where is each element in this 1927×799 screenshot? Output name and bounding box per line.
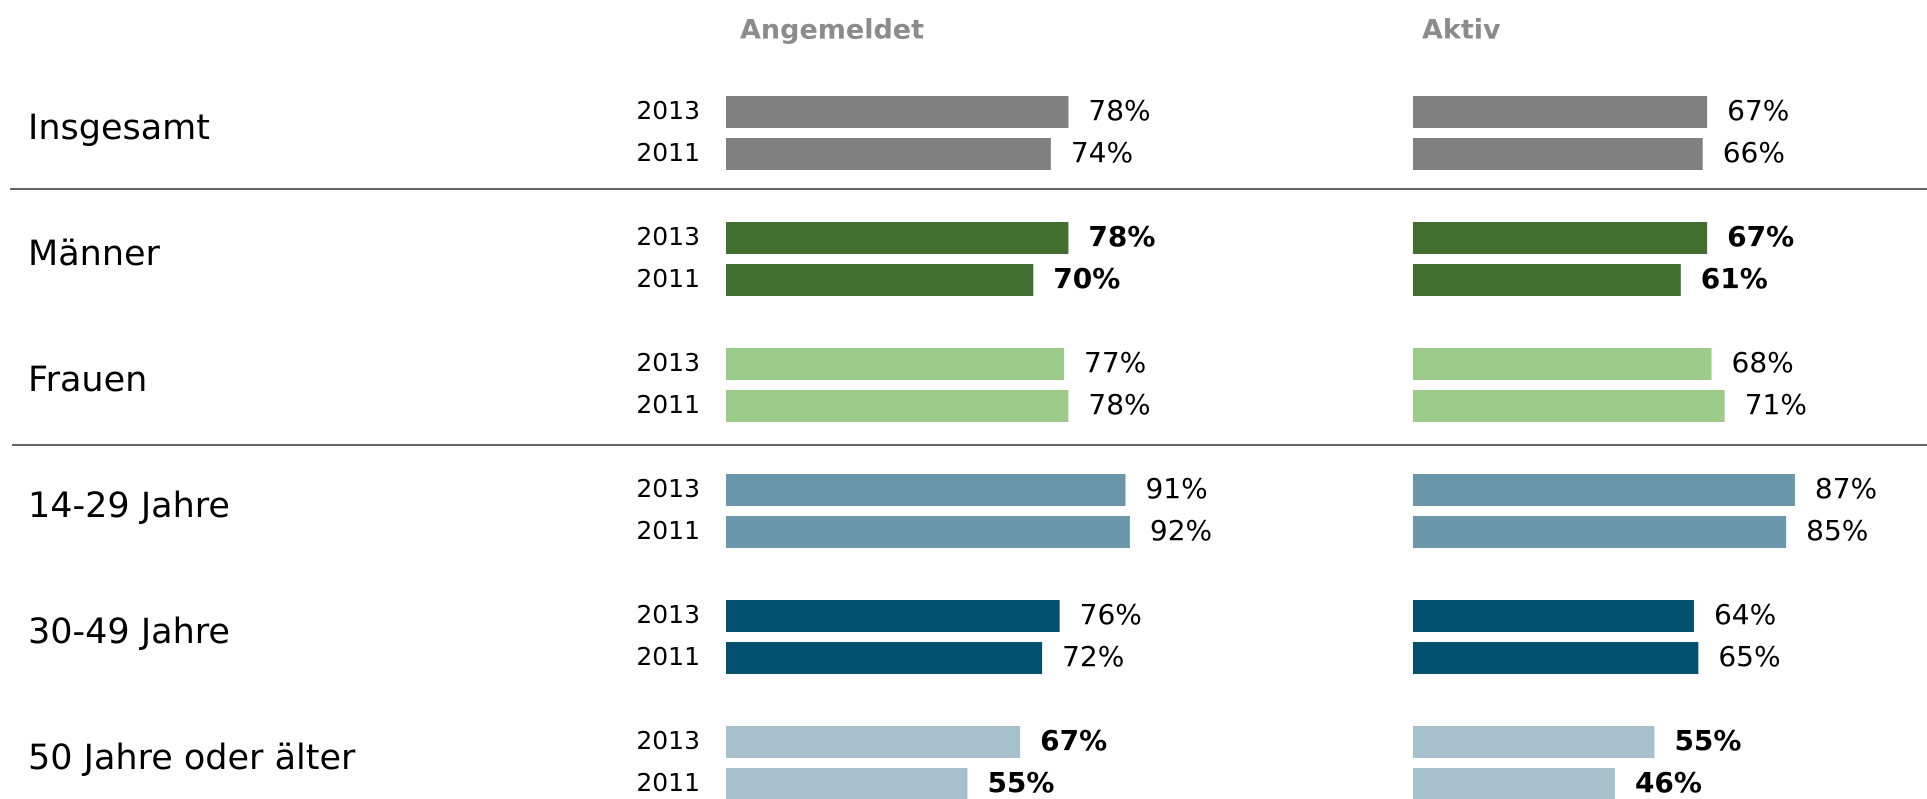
group-label: 50 Jahre oder älter	[28, 738, 356, 778]
bar	[726, 474, 1126, 506]
value-label: 55%	[987, 766, 1054, 799]
bar	[726, 96, 1069, 128]
bar	[726, 600, 1060, 632]
year-label: 2011	[636, 642, 700, 671]
group-label: Männer	[28, 234, 161, 274]
value-label: 55%	[1674, 724, 1741, 757]
value-label: 74%	[1071, 136, 1133, 169]
year-label: 2013	[636, 222, 700, 251]
value-label: 61%	[1701, 262, 1768, 295]
bar	[1413, 96, 1708, 128]
group-label: Frauen	[28, 360, 147, 400]
year-label: 2011	[636, 390, 700, 419]
year-label: 2011	[636, 516, 700, 545]
bar	[1413, 474, 1795, 506]
value-label: 92%	[1150, 514, 1212, 547]
group-label: Insgesamt	[28, 108, 210, 148]
panel-title: Angemeldet	[740, 15, 924, 46]
year-label: 2013	[636, 600, 700, 629]
bar	[726, 768, 968, 799]
bar	[726, 390, 1069, 422]
bar	[726, 222, 1069, 254]
value-label: 67%	[1040, 724, 1107, 757]
value-label: 68%	[1732, 346, 1794, 379]
bar	[1413, 222, 1708, 254]
year-label: 2011	[636, 138, 700, 167]
bar	[1413, 348, 1712, 380]
bar	[726, 516, 1130, 548]
value-label: 77%	[1084, 346, 1146, 379]
bar	[726, 348, 1065, 380]
value-label: 87%	[1815, 472, 1877, 505]
group-label: 30-49 Jahre	[28, 612, 230, 652]
year-label: 2013	[636, 474, 700, 503]
panel-title: Aktiv	[1422, 15, 1501, 46]
bar	[726, 264, 1034, 296]
bar	[1413, 642, 1699, 674]
value-label: 67%	[1727, 220, 1794, 253]
value-label: 46%	[1635, 766, 1702, 799]
value-label: 76%	[1080, 598, 1142, 631]
bar	[726, 726, 1021, 758]
bar	[1413, 264, 1681, 296]
year-label: 2013	[636, 348, 700, 377]
bar	[726, 642, 1043, 674]
bar	[1413, 726, 1655, 758]
value-label: 78%	[1088, 220, 1155, 253]
value-label: 65%	[1718, 640, 1780, 673]
bar	[726, 138, 1051, 170]
value-label: 72%	[1062, 640, 1124, 673]
value-label: 67%	[1727, 94, 1789, 127]
value-label: 66%	[1723, 136, 1785, 169]
value-label: 70%	[1053, 262, 1120, 295]
year-label: 2011	[636, 264, 700, 293]
bar	[1413, 138, 1703, 170]
bar	[1413, 768, 1615, 799]
bar	[1413, 390, 1725, 422]
value-label: 64%	[1714, 598, 1776, 631]
value-label: 78%	[1088, 94, 1150, 127]
value-label: 71%	[1745, 388, 1807, 421]
year-label: 2013	[636, 726, 700, 755]
value-label: 91%	[1145, 472, 1207, 505]
value-label: 85%	[1806, 514, 1868, 547]
year-label: 2013	[636, 96, 700, 125]
year-label: 2011	[636, 768, 700, 797]
bar	[1413, 516, 1787, 548]
value-label: 78%	[1088, 388, 1150, 421]
bar	[1413, 600, 1694, 632]
group-label: 14-29 Jahre	[28, 486, 230, 526]
